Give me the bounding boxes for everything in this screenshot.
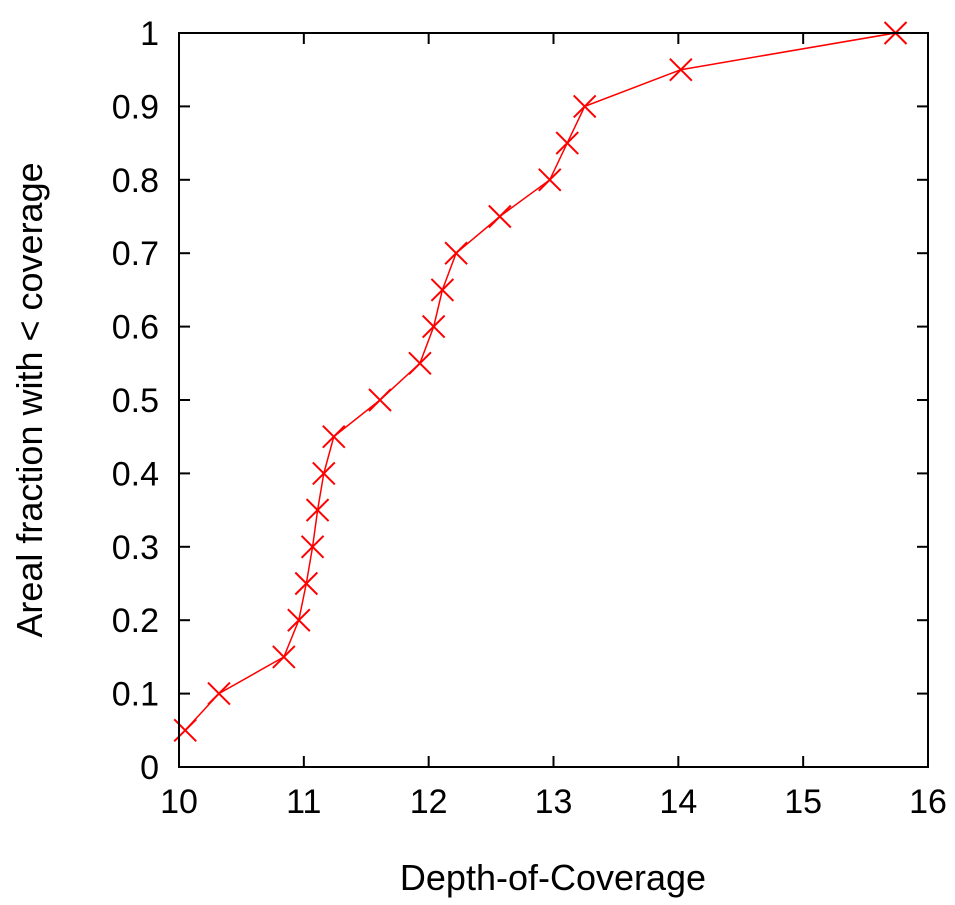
y-tick-label: 0.9 [112,88,159,126]
plot-frame [178,32,929,768]
y-tick-label: 1 [140,15,159,53]
y-tick-label: 0.2 [112,602,159,640]
marker-stroke [207,681,231,706]
y-tick-label: 0.6 [112,309,159,347]
x-tick-label: 13 [535,783,573,821]
data-point-marker [488,204,512,229]
marker-stroke [430,278,455,302]
data-point-marker [272,645,296,669]
x-tick-label: 12 [410,783,448,821]
data-point-marker [538,168,562,192]
marker-stroke [669,57,693,82]
y-tick-label: 0 [140,749,159,787]
marker-stroke [272,645,296,669]
data-point-marker [408,351,432,376]
marker-stroke [538,168,562,192]
x-tick-label: 15 [784,783,822,821]
marker-stroke [408,351,432,376]
axis-ticks [178,32,929,768]
marker-stroke [421,314,446,339]
data-point-marker [573,94,597,119]
y-tick-label: 0.7 [112,235,159,273]
marker-stroke [444,241,468,265]
marker-stroke [312,461,336,486]
marker-stroke [300,535,325,559]
data-point-marker [430,278,455,302]
y-tick-label: 0.4 [112,455,159,493]
data-point-marker [669,57,693,82]
data-point-marker [300,535,325,559]
x-axis-title: Depth-of-Coverage [400,857,706,898]
marker-stroke [305,498,330,522]
marker-stroke [368,388,392,412]
data-point-marker [555,131,579,155]
data-point-marker [305,498,330,522]
y-tick-label: 0.8 [112,162,159,200]
x-tick-label: 14 [659,783,697,821]
data-point-marker [368,388,392,412]
marker-stroke [555,131,579,155]
y-axis-title: Areal fraction with < coverage [9,162,50,637]
x-tick-label: 11 [286,783,321,821]
y-tick-label: 0.3 [112,529,159,567]
x-tick-label: 16 [909,783,947,821]
series-line [184,32,896,731]
marker-stroke [173,718,197,743]
data-series [173,21,908,743]
data-point-marker [294,571,319,596]
data-point-marker [287,608,311,632]
data-point-marker [207,681,231,706]
marker-stroke [488,204,512,229]
data-point-marker [444,241,468,265]
data-point-marker [173,718,197,743]
marker-stroke [322,424,346,449]
marker-stroke [573,94,597,119]
x-tick-label: 10 [160,783,198,821]
y-tick-label: 0.5 [112,382,159,420]
marker-stroke [287,608,311,632]
data-point-marker [322,424,346,449]
data-point-marker [421,314,446,339]
marker-stroke [294,571,319,596]
y-tick-label: 0.1 [112,676,159,714]
axis-tick-labels: 10 11 12 13 14 15 16 0 0.1 0.2 0.3 0.4 0.5 0.6 0.7 0.8 0… [112,15,947,821]
data-point-marker [312,461,336,486]
